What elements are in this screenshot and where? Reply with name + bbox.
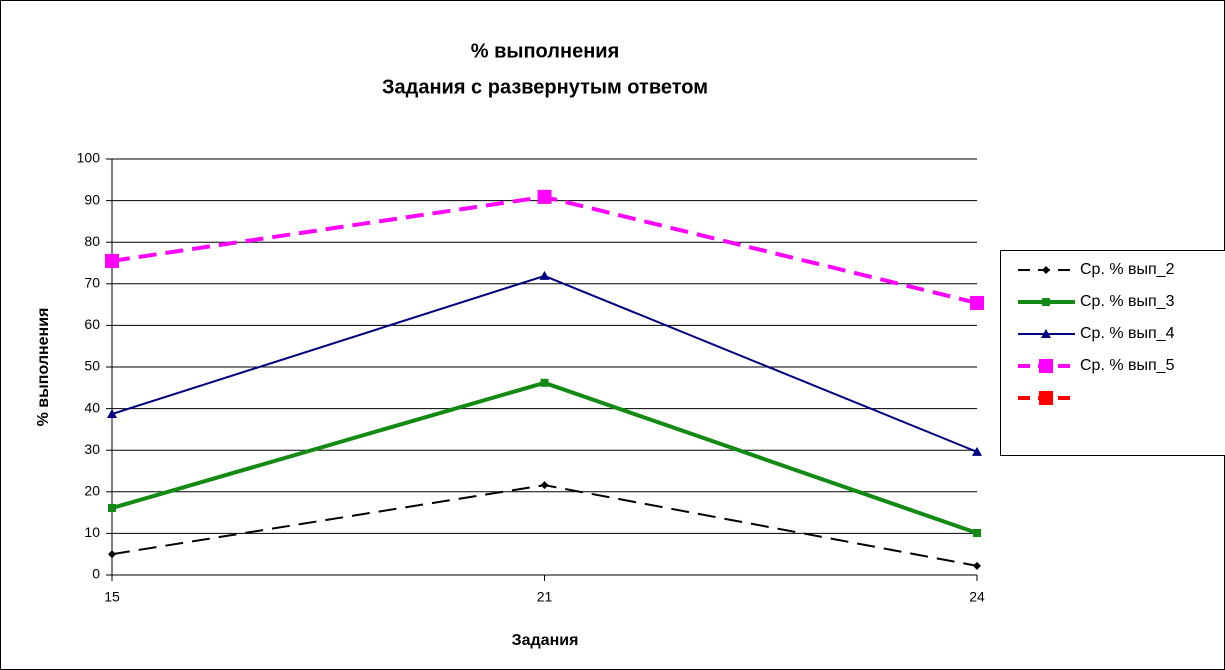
point	[539, 270, 550, 280]
x-tick-label: 21	[537, 589, 553, 605]
point	[537, 189, 552, 204]
y-tick-label: 100	[77, 150, 101, 166]
chart-subtitle: Задания с развернутым ответом	[382, 76, 708, 98]
legend-label: Ср. % вып_4	[1080, 325, 1175, 342]
y-tick-label: 70	[84, 275, 100, 291]
chart-title: % выполнения	[471, 40, 619, 62]
legend-box	[1000, 250, 1225, 456]
legend-marker	[1039, 391, 1053, 405]
legend-label: Ср. % вып_5	[1080, 357, 1175, 374]
legend-label: Ср. % вып_2	[1080, 261, 1175, 278]
legend-marker	[1041, 329, 1051, 338]
point	[973, 561, 981, 570]
y-tick-label: 20	[84, 483, 100, 499]
point	[105, 253, 119, 268]
x-tick-label: 24	[969, 589, 985, 605]
point	[540, 378, 549, 387]
legend-marker	[1042, 298, 1050, 306]
legend-marker	[1039, 359, 1053, 373]
y-tick-label: 60	[84, 316, 100, 332]
y-tick-label: 30	[84, 441, 100, 457]
y-tick-label: 40	[84, 399, 100, 415]
y-tick-label: 10	[84, 524, 100, 540]
point	[970, 295, 984, 310]
y-tick-label: 50	[84, 358, 100, 374]
point	[108, 550, 116, 559]
x-tick-label: 15	[104, 589, 120, 605]
point	[540, 481, 549, 490]
y-tick-label: 90	[84, 191, 100, 207]
legend-label: Ср. % вып_3	[1080, 293, 1175, 310]
y-axis-label: % выполнения	[35, 308, 52, 427]
point	[107, 409, 117, 419]
y-tick-label: 80	[84, 233, 100, 249]
x-axis-label: Задания	[512, 632, 579, 649]
y-tick-label: 0	[92, 566, 100, 582]
legend-marker	[1042, 266, 1050, 274]
point	[973, 528, 981, 537]
point	[972, 446, 982, 456]
point	[108, 504, 116, 513]
